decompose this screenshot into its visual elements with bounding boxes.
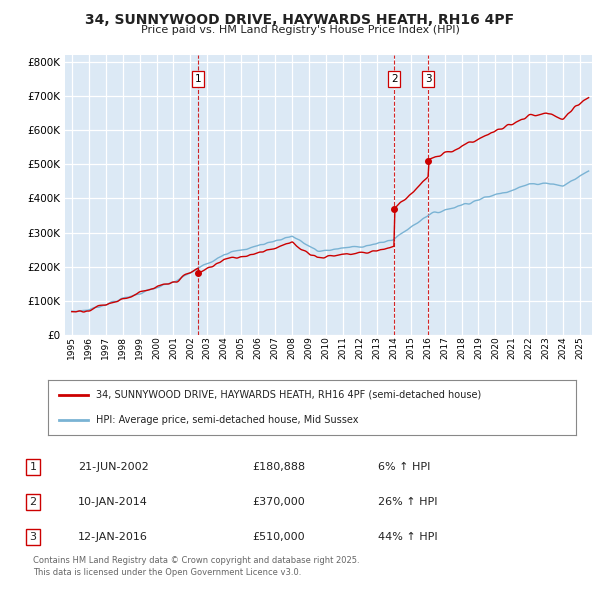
Text: 6% ↑ HPI: 6% ↑ HPI xyxy=(378,462,430,472)
Text: 3: 3 xyxy=(425,74,431,84)
Text: 34, SUNNYWOOD DRIVE, HAYWARDS HEATH, RH16 4PF: 34, SUNNYWOOD DRIVE, HAYWARDS HEATH, RH1… xyxy=(85,13,515,27)
Text: 12-JAN-2016: 12-JAN-2016 xyxy=(78,532,148,542)
Text: 1: 1 xyxy=(195,74,202,84)
Text: £370,000: £370,000 xyxy=(252,497,305,507)
Text: £180,888: £180,888 xyxy=(252,462,305,472)
Text: HPI: Average price, semi-detached house, Mid Sussex: HPI: Average price, semi-detached house,… xyxy=(95,415,358,425)
Text: 44% ↑ HPI: 44% ↑ HPI xyxy=(378,532,437,542)
Text: £510,000: £510,000 xyxy=(252,532,305,542)
Text: 3: 3 xyxy=(29,532,37,542)
Text: 26% ↑ HPI: 26% ↑ HPI xyxy=(378,497,437,507)
Text: 2: 2 xyxy=(391,74,398,84)
Text: Price paid vs. HM Land Registry's House Price Index (HPI): Price paid vs. HM Land Registry's House … xyxy=(140,25,460,35)
Text: 34, SUNNYWOOD DRIVE, HAYWARDS HEATH, RH16 4PF (semi-detached house): 34, SUNNYWOOD DRIVE, HAYWARDS HEATH, RH1… xyxy=(95,390,481,400)
Text: 21-JUN-2002: 21-JUN-2002 xyxy=(78,462,149,472)
Text: 1: 1 xyxy=(29,462,37,472)
Text: 2: 2 xyxy=(29,497,37,507)
Text: 10-JAN-2014: 10-JAN-2014 xyxy=(78,497,148,507)
Text: Contains HM Land Registry data © Crown copyright and database right 2025.
This d: Contains HM Land Registry data © Crown c… xyxy=(33,556,359,577)
